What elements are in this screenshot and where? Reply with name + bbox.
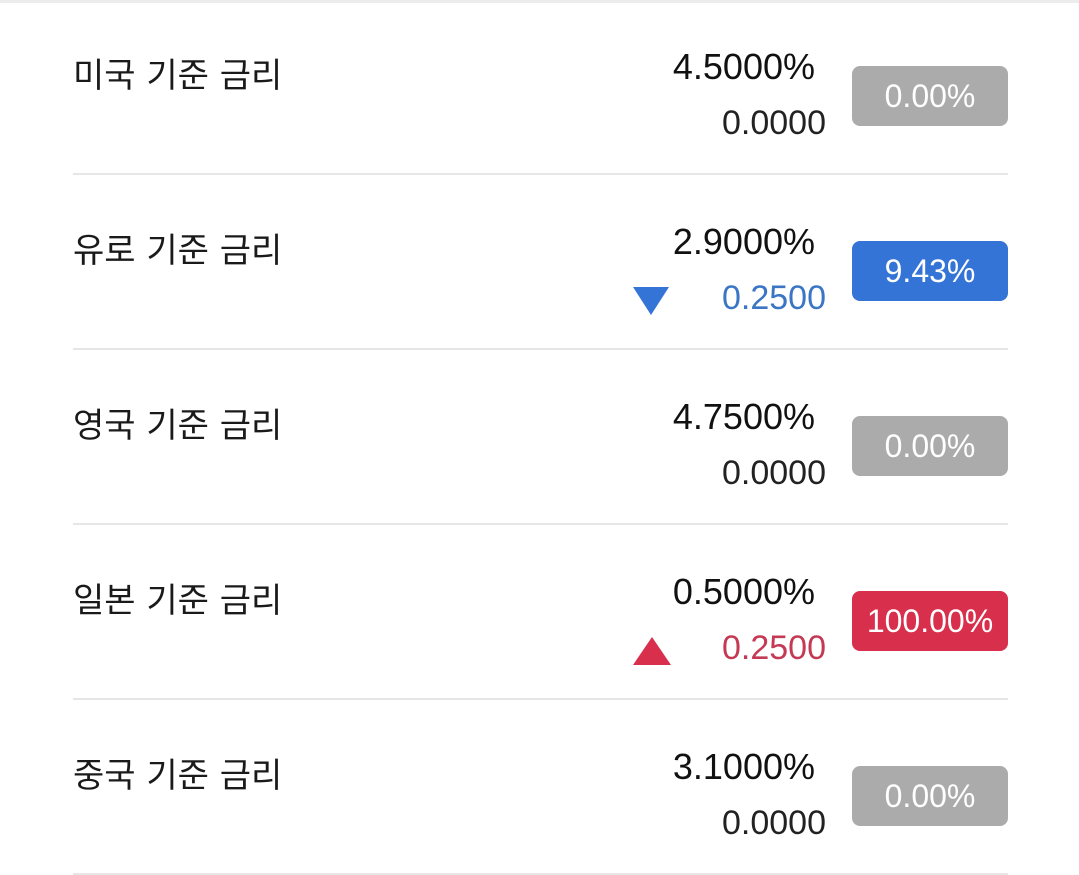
- change-percent-badge: 0.00%: [852, 766, 1008, 826]
- change-percent-badge: 100.00%: [852, 591, 1008, 651]
- rate-row[interactable]: 유로 기준 금리 2.9000% 0.2500 9.43%: [73, 175, 1008, 350]
- rate-value: 4.7500%: [672, 396, 815, 437]
- change-percent-badge: 0.00%: [852, 66, 1008, 126]
- rate-row[interactable]: 중국 기준 금리 3.1000% 0.0000 0.00%: [73, 700, 1008, 875]
- rate-name: 일본 기준 금리: [73, 581, 283, 621]
- rate-row[interactable]: 일본 기준 금리 0.5000% 0.2500 100.00%: [73, 525, 1008, 700]
- rate-name: 영국 기준 금리: [73, 406, 283, 446]
- rate-name: 유로 기준 금리: [73, 231, 283, 271]
- rate-change: 0.2500: [722, 279, 826, 317]
- rate-change: 0.0000: [722, 804, 826, 842]
- rate-row[interactable]: 영국 기준 금리 4.7500% 0.0000 0.00%: [73, 350, 1008, 525]
- rate-change: 0.0000: [722, 104, 826, 142]
- change-percent-badge: 9.43%: [852, 241, 1008, 301]
- change-percent-badge: 0.00%: [852, 416, 1008, 476]
- rate-value: 3.1000%: [672, 746, 815, 787]
- triangle-down-icon: [633, 287, 669, 315]
- interest-rate-list: 미국 기준 금리 4.5000% 0.0000 0.00% 유로 기준 금리 2…: [73, 0, 1008, 875]
- rate-value: 4.5000%: [672, 46, 815, 87]
- triangle-up-icon: [633, 637, 671, 665]
- rate-value: 0.5000%: [672, 571, 815, 612]
- rate-row[interactable]: 미국 기준 금리 4.5000% 0.0000 0.00%: [73, 0, 1008, 175]
- rate-name: 미국 기준 금리: [73, 56, 283, 96]
- top-divider: [0, 0, 1079, 3]
- rate-value: 2.9000%: [672, 221, 815, 262]
- rate-change: 0.2500: [722, 629, 826, 667]
- rate-name: 중국 기준 금리: [73, 756, 283, 796]
- rate-change: 0.0000: [722, 454, 826, 492]
